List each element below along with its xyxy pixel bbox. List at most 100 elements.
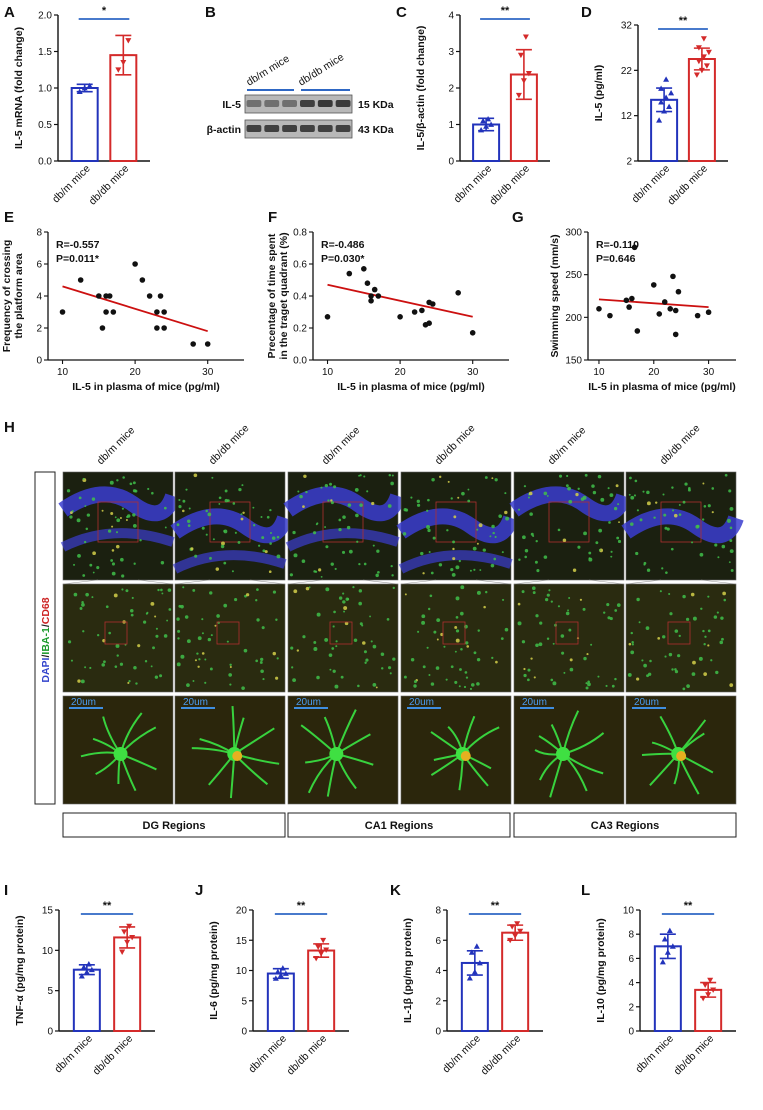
panel-i-point	[126, 923, 133, 930]
micro-cell-speck	[264, 550, 268, 554]
micro-cell-speck	[711, 487, 715, 490]
micro-cell-speck	[182, 499, 186, 503]
micro-cell-speck	[472, 546, 477, 551]
micro-cell-speck	[377, 570, 380, 574]
micro-cell-speck	[702, 629, 705, 633]
micro-cell-speck	[569, 658, 573, 662]
micro-cell-speck	[111, 571, 116, 576]
micro-cell-speck	[527, 678, 530, 682]
micro-cell-speck	[722, 591, 726, 596]
micro-cell-speck	[427, 528, 431, 533]
micro-cell-speck	[375, 573, 379, 578]
panel-i-point	[121, 929, 128, 935]
micro-cell-speck	[703, 643, 706, 646]
micro-scale-label: 20um	[409, 697, 434, 708]
micro-cell-speck	[313, 647, 318, 652]
micro-cell-speck	[363, 475, 366, 478]
micro-cell-speck	[245, 593, 250, 597]
panel-d-point	[661, 108, 668, 114]
micro-cell-speck	[469, 569, 472, 572]
micro-cell-speck	[268, 570, 272, 574]
panel-g-y-tick-label: 250	[565, 270, 582, 281]
panel-g-point	[672, 307, 679, 314]
micro-cell-speck	[187, 519, 191, 523]
micro-cell-speck	[157, 588, 160, 592]
micro-cell-speck	[729, 506, 734, 511]
micro-cell-speck	[591, 484, 595, 488]
panel-e-y-tick-label: 0	[36, 356, 42, 367]
micro-cell-speck	[671, 486, 674, 489]
micro-cell-speck	[548, 589, 551, 592]
micro-cell-speck	[685, 617, 690, 621]
micro-cell-speck	[354, 488, 359, 492]
micro-cell-speck	[647, 672, 652, 676]
micro-cell-speck	[523, 667, 526, 671]
micro-cell-speck	[447, 480, 450, 483]
panel-e-y-tick-label: 2	[36, 324, 42, 335]
micro-cell-speck	[91, 497, 96, 501]
micro-cell-speck	[517, 602, 521, 606]
micro-cell-speck	[111, 525, 114, 528]
micro-cell-speck	[530, 657, 533, 660]
panel-h-column-label: db/db mice	[207, 422, 252, 467]
micro-cell-speck	[116, 518, 121, 523]
panel-j-y-label: IL-6 (pg/mg protein)	[208, 921, 220, 1020]
micro-cell-speck	[416, 499, 420, 504]
micro-cell-speck	[527, 496, 530, 499]
blot-band	[335, 125, 351, 132]
micro-cell-speck	[476, 542, 479, 545]
panel-k-point	[509, 924, 516, 930]
panel-l-point	[661, 936, 668, 942]
panel-c-point	[525, 71, 532, 77]
panel-d-point	[698, 67, 705, 74]
micro-cell-speck	[188, 507, 191, 510]
micro-cell-speck	[562, 538, 567, 542]
micro-cell-speck	[546, 495, 549, 497]
micro-cell-speck	[716, 611, 719, 614]
micro-image	[62, 583, 174, 693]
panel-e-chart: 0 2 4 6 8 10 20 30 IL-5 in plasma of mice (pg/ml…	[1, 228, 244, 393]
panel-k-y-tick-label: 6	[435, 936, 441, 947]
micro-cell-speck	[255, 659, 259, 663]
panel-k-y-tick-label: 8	[435, 906, 441, 917]
panel-k-point	[468, 949, 475, 955]
panel-c-y-tick-label: 2	[448, 84, 454, 95]
micro-cell-speck	[271, 536, 276, 540]
micro-cell-speck	[316, 675, 320, 680]
panel-d-point	[703, 63, 710, 69]
micro-cell-speck	[133, 666, 137, 670]
micro-cell-speck	[669, 612, 673, 616]
micro-cell-speck	[176, 523, 180, 527]
micro-cell-speck	[111, 549, 115, 552]
micro-cell-speck	[229, 665, 232, 669]
micro-cell-speck	[443, 645, 446, 648]
micro-cell-speck	[657, 636, 661, 640]
panel-f-x-label: IL-5 in plasma of mice (pg/ml)	[337, 381, 485, 393]
panel-g-point	[672, 331, 679, 338]
blot-lane-group-label: db/m mice	[244, 53, 292, 89]
micro-cell-speck	[333, 485, 337, 489]
panel-h-region-label: CA3 Regions	[591, 820, 659, 832]
micro-cell-speck	[359, 474, 362, 477]
micro-cell-speck	[388, 473, 392, 477]
micro-cell-speck	[137, 644, 141, 648]
micro-cell-speck	[159, 674, 163, 678]
micro-cell-speck	[229, 663, 232, 667]
panel-e-y-tick-label: 6	[36, 260, 42, 271]
micro-cell-speck	[565, 611, 570, 616]
panel-a-point	[86, 82, 93, 89]
panel-e-point	[132, 261, 138, 267]
micro-cell-speck	[237, 540, 241, 544]
panel-letter-j: J	[195, 882, 203, 899]
micro-cell-speck	[177, 637, 180, 640]
micro-cell-speck	[678, 503, 681, 506]
micro-cell-speck	[334, 567, 337, 570]
micro-cell-speck	[131, 596, 134, 599]
micro-cell-speck	[73, 592, 78, 597]
micro-cell-speck	[82, 477, 85, 480]
micro-cell-speck	[538, 642, 543, 647]
panel-letter-a: A	[4, 4, 15, 21]
micro-cell-speck	[346, 598, 350, 601]
panel-i-bar-dbm	[72, 968, 101, 1033]
